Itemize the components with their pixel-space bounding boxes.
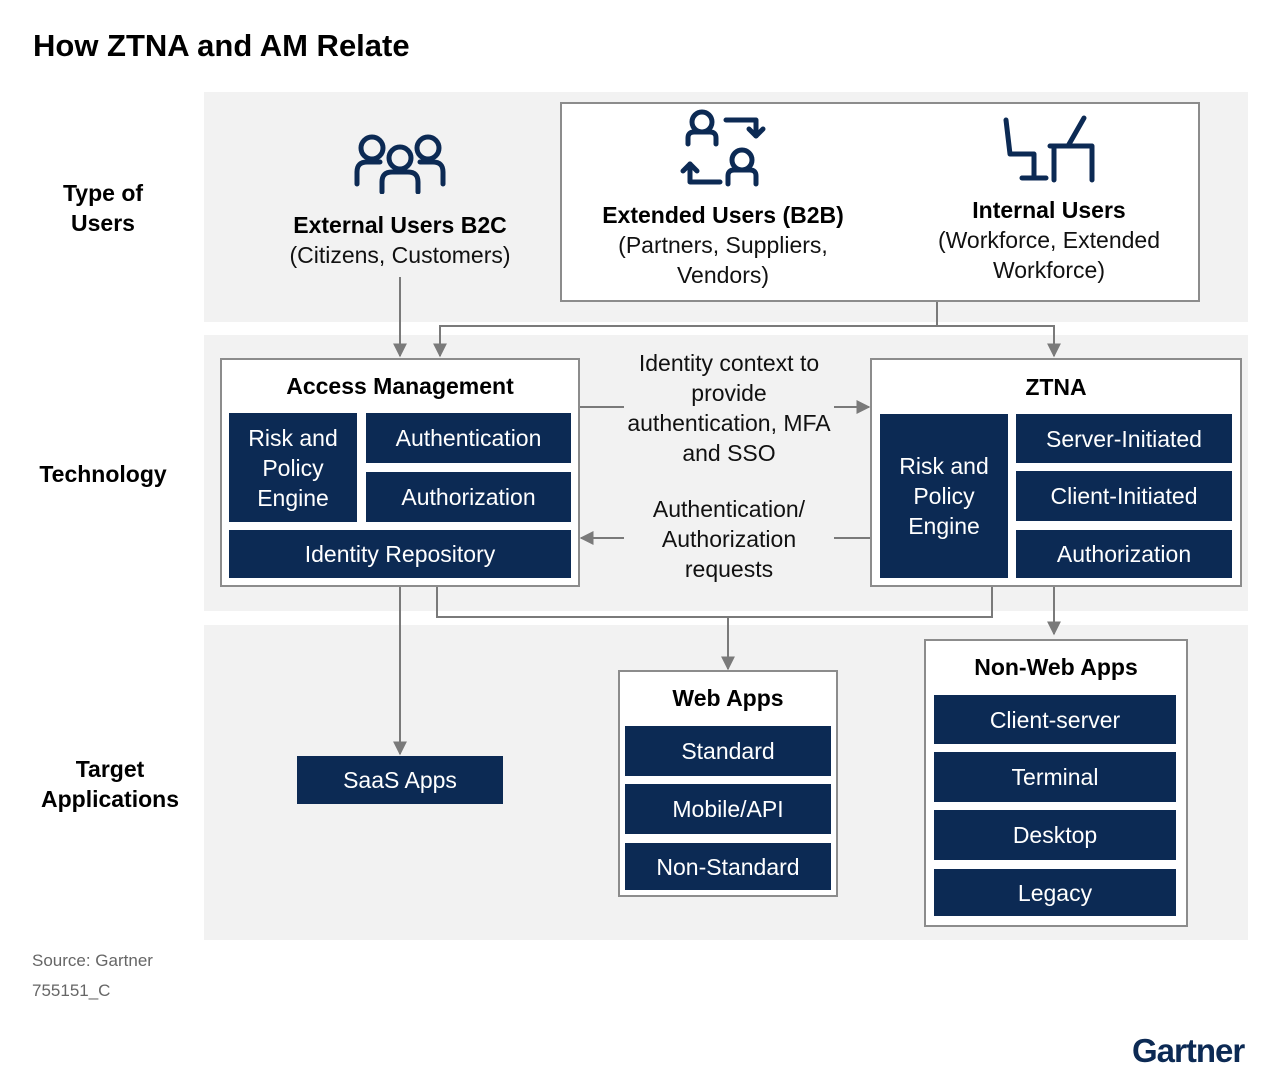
page-title: How ZTNA and AM Relate [33, 28, 410, 63]
internal-users-label: Internal Users (Workforce, Extended Work… [904, 195, 1194, 285]
saas-apps: SaaS Apps [297, 756, 503, 804]
identity-context-text: Identity context to provide authenticati… [626, 348, 832, 468]
external-users-label: External Users B2C (Citizens, Customers) [250, 210, 550, 270]
ztna-authorization: Authorization [1016, 530, 1232, 578]
row-label-targets: Target Applications [40, 756, 179, 812]
extended-users-label: Extended Users (B2B) (Partners, Supplier… [582, 200, 864, 290]
am-authentication: Authentication [366, 413, 571, 463]
web-apps-title: Web Apps [672, 685, 784, 711]
am-identity-repository: Identity Repository [229, 530, 571, 578]
non-web-client-server: Client-server [934, 695, 1176, 744]
extended-users-icon [680, 109, 766, 187]
row-label-technology: Technology [39, 461, 167, 487]
ztna-risk-policy-engine: Risk and Policy Engine [880, 414, 1008, 578]
ztna-server-initiated: Server-Initiated [1016, 414, 1232, 463]
internal-users-title: Internal Users [972, 197, 1126, 223]
extended-users-title: Extended Users (B2B) [602, 202, 844, 228]
extended-users-subtitle: (Partners, Suppliers, Vendors) [618, 232, 828, 288]
ztna-client-initiated: Client-Initiated [1016, 471, 1232, 521]
non-web-terminal: Terminal [934, 752, 1176, 802]
external-users-icon [354, 134, 446, 194]
non-web-apps-title: Non-Web Apps [974, 654, 1138, 680]
am-authorization: Authorization [366, 472, 571, 522]
extended-internal-group [560, 102, 1200, 302]
non-web-desktop: Desktop [934, 810, 1176, 860]
external-users-title: External Users B2C [293, 212, 507, 238]
external-users-subtitle: (Citizens, Customers) [289, 242, 511, 268]
web-app-standard: Standard [625, 726, 831, 776]
document-id: 755151_C [32, 981, 111, 1000]
source-note: Source: Gartner [32, 951, 153, 970]
row-label-users: Type of Users [62, 180, 144, 236]
ztna-title: ZTNA [1025, 374, 1087, 400]
internal-users-subtitle: (Workforce, Extended Workforce) [937, 227, 1160, 283]
am-risk-policy-engine: Risk and Policy Engine [229, 413, 357, 522]
access-management-title: Access Management [286, 373, 514, 399]
web-app-non-standard: Non-Standard [625, 843, 831, 890]
gartner-logo: Gartner [1132, 1032, 1245, 1069]
internal-users-icon [1003, 115, 1095, 183]
non-web-legacy: Legacy [934, 869, 1176, 916]
auth-requests-text: Authentication/ Authorization requests [626, 494, 832, 584]
web-app-mobile-api: Mobile/API [625, 784, 831, 834]
